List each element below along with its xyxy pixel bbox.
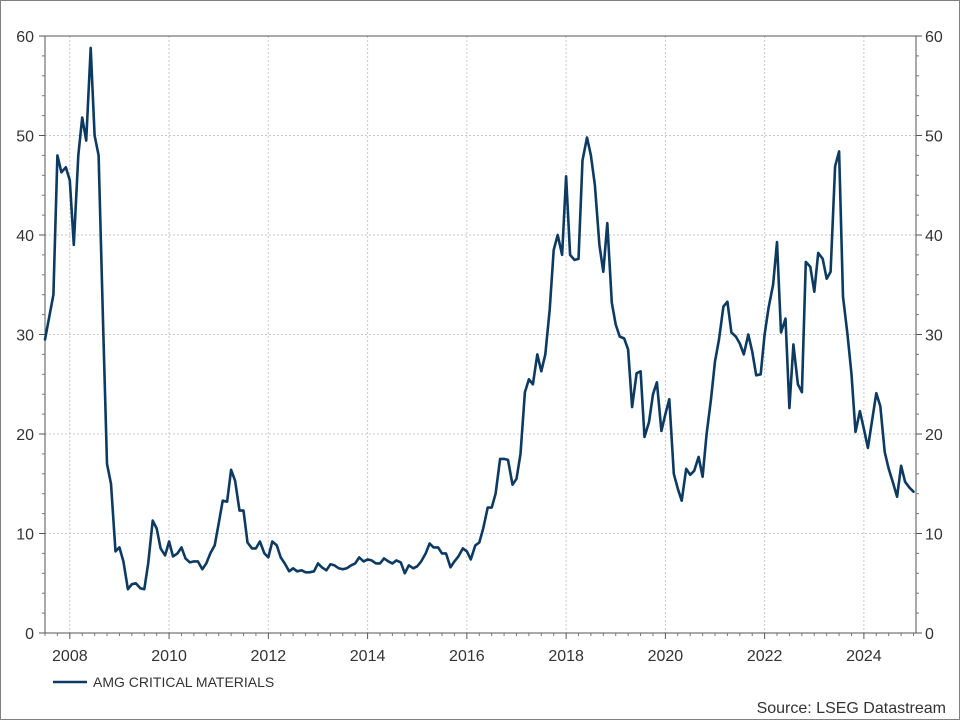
y-tick-label-left: 10: [16, 527, 34, 544]
y-tick-label-right: 0: [925, 626, 934, 643]
series-line-0: [43, 46, 915, 591]
x-tick-label: 2024: [846, 648, 882, 665]
y-tick-label-left: 0: [25, 626, 34, 643]
legend-label: AMG CRITICAL MATERIALS: [93, 674, 274, 690]
y-tick-label-right: 40: [925, 228, 943, 245]
series-layer: [43, 46, 915, 591]
grid: [45, 36, 916, 633]
source-label: Source: LSEG Datastream: [757, 700, 946, 717]
y-tick-label-right: 10: [925, 527, 943, 544]
y-tick-label-left: 20: [16, 427, 34, 444]
y-tick-label-left: 50: [16, 129, 34, 146]
y-tick-label-left: 30: [16, 328, 34, 345]
x-tick-label: 2012: [251, 648, 287, 665]
x-tick-label: 2020: [648, 648, 684, 665]
legend: AMG CRITICAL MATERIALS: [53, 674, 274, 690]
y-tick-label-right: 50: [925, 129, 943, 146]
y-tick-label-right: 30: [925, 328, 943, 345]
y-tick-label-right: 20: [925, 427, 943, 444]
x-tick-label: 2016: [449, 648, 485, 665]
y-tick-label-right: 60: [925, 29, 943, 46]
y-tick-label-left: 40: [16, 228, 34, 245]
y-tick-label-left: 60: [16, 29, 34, 46]
x-tick-label: 2018: [548, 648, 584, 665]
x-tick-label: 2022: [747, 648, 783, 665]
x-tick-label: 2010: [151, 648, 187, 665]
x-tick-label: 2008: [52, 648, 88, 665]
x-tick-label: 2014: [350, 648, 386, 665]
